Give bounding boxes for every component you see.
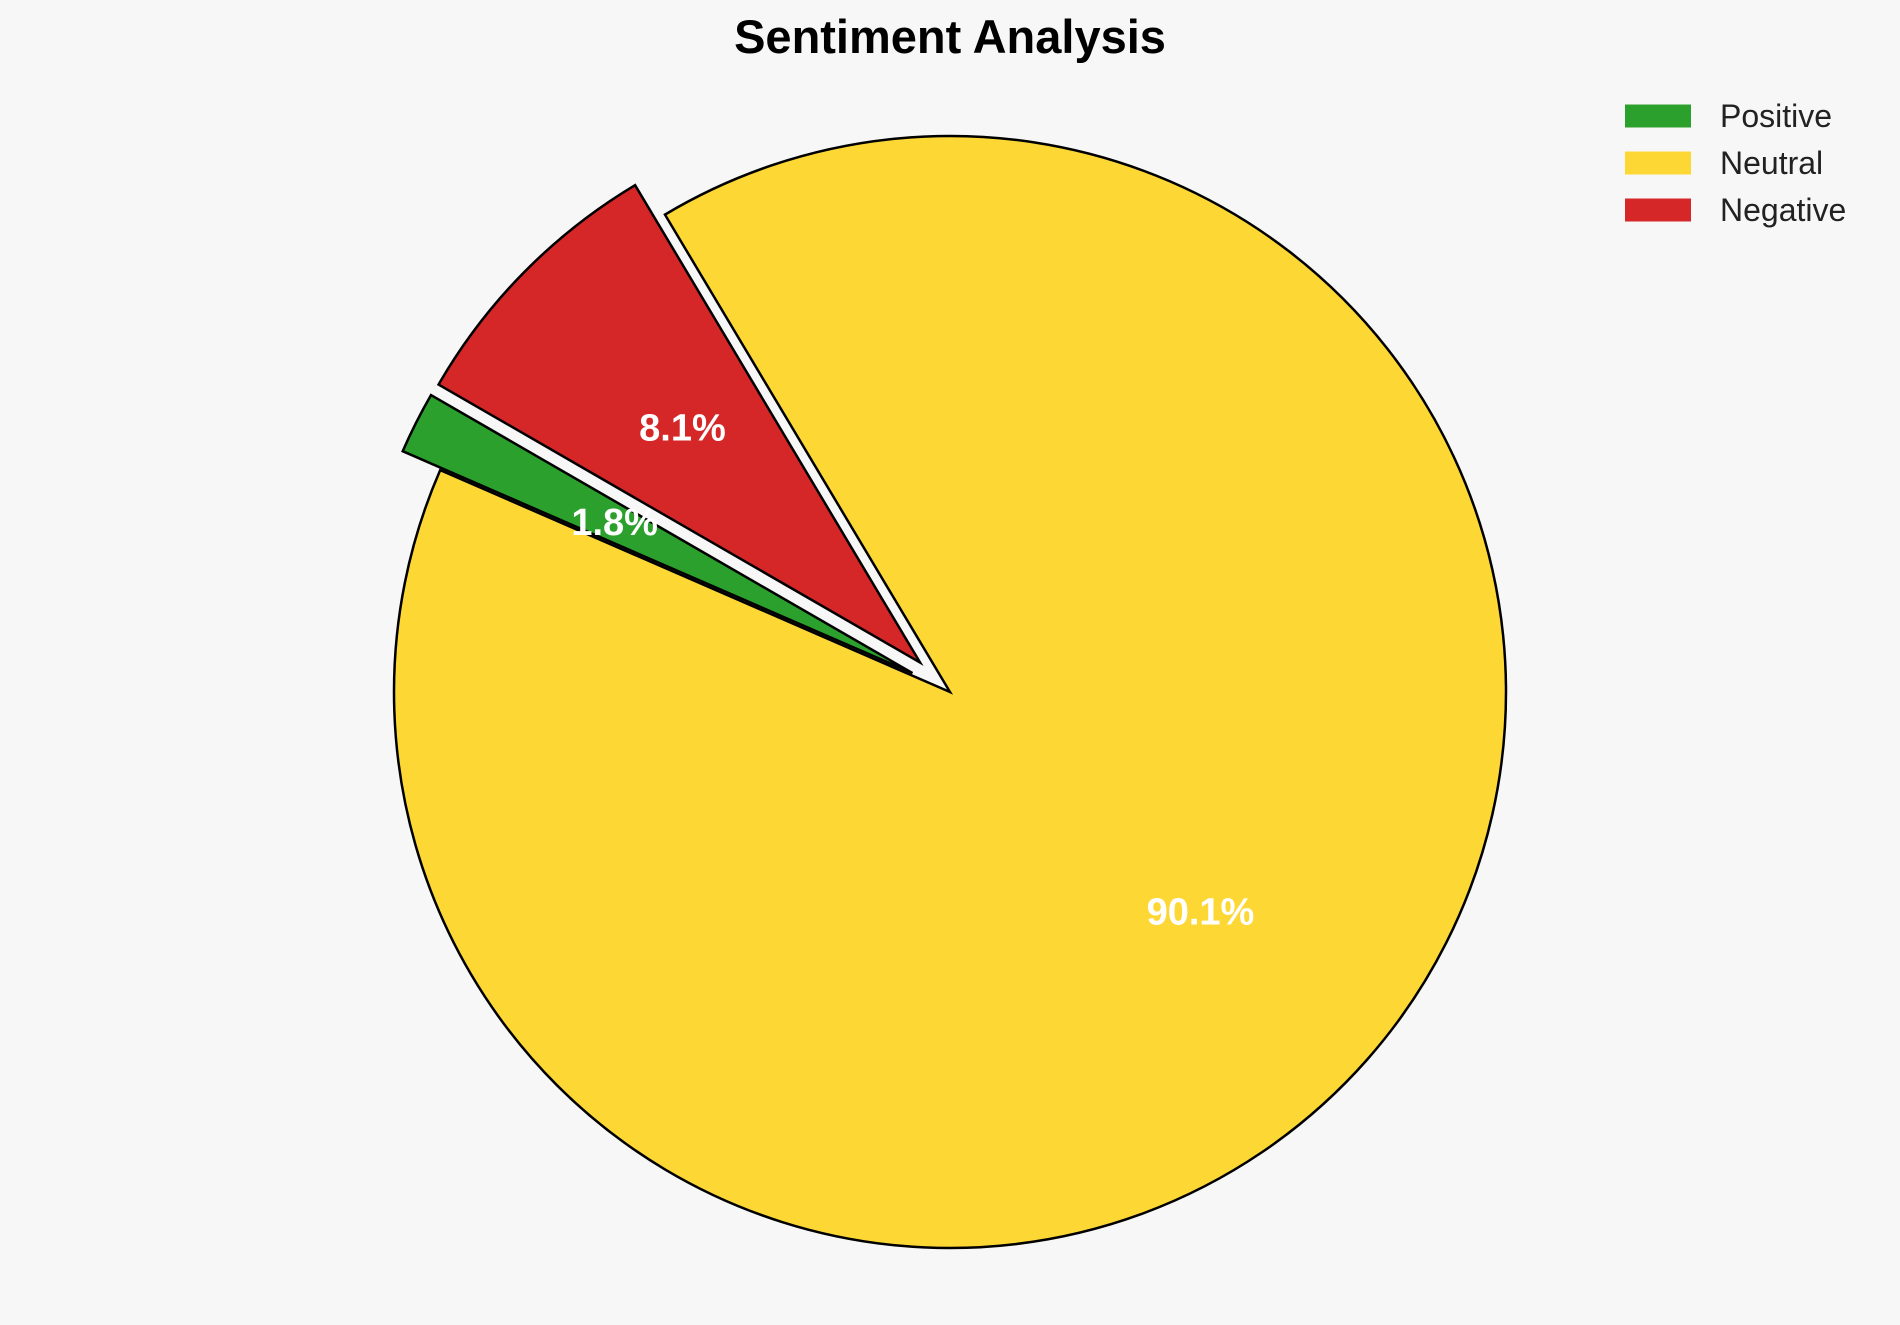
pie-label-neutral: 90.1% (1147, 891, 1255, 933)
chart-title: Sentiment Analysis (734, 10, 1166, 63)
legend-label-negative: Negative (1720, 192, 1846, 228)
pie-label-negative: 8.1% (639, 407, 726, 449)
legend-swatch-positive (1625, 104, 1691, 128)
legend: Positive Neutral Negative (1625, 98, 1846, 228)
pie-label-positive: 1.8% (571, 502, 658, 544)
legend-label-neutral: Neutral (1720, 145, 1823, 181)
legend-swatch-neutral (1625, 151, 1691, 175)
pie-slice-positive (401, 393, 914, 675)
legend-label-positive: Positive (1720, 98, 1832, 134)
pie-slice-neutral (392, 134, 1508, 1250)
pie-slices (392, 134, 1508, 1250)
pie-percent-labels: 1.8% 90.1% 8.1% (571, 407, 1254, 933)
legend-swatch-negative (1625, 198, 1691, 222)
pie-slice-negative (436, 183, 924, 667)
